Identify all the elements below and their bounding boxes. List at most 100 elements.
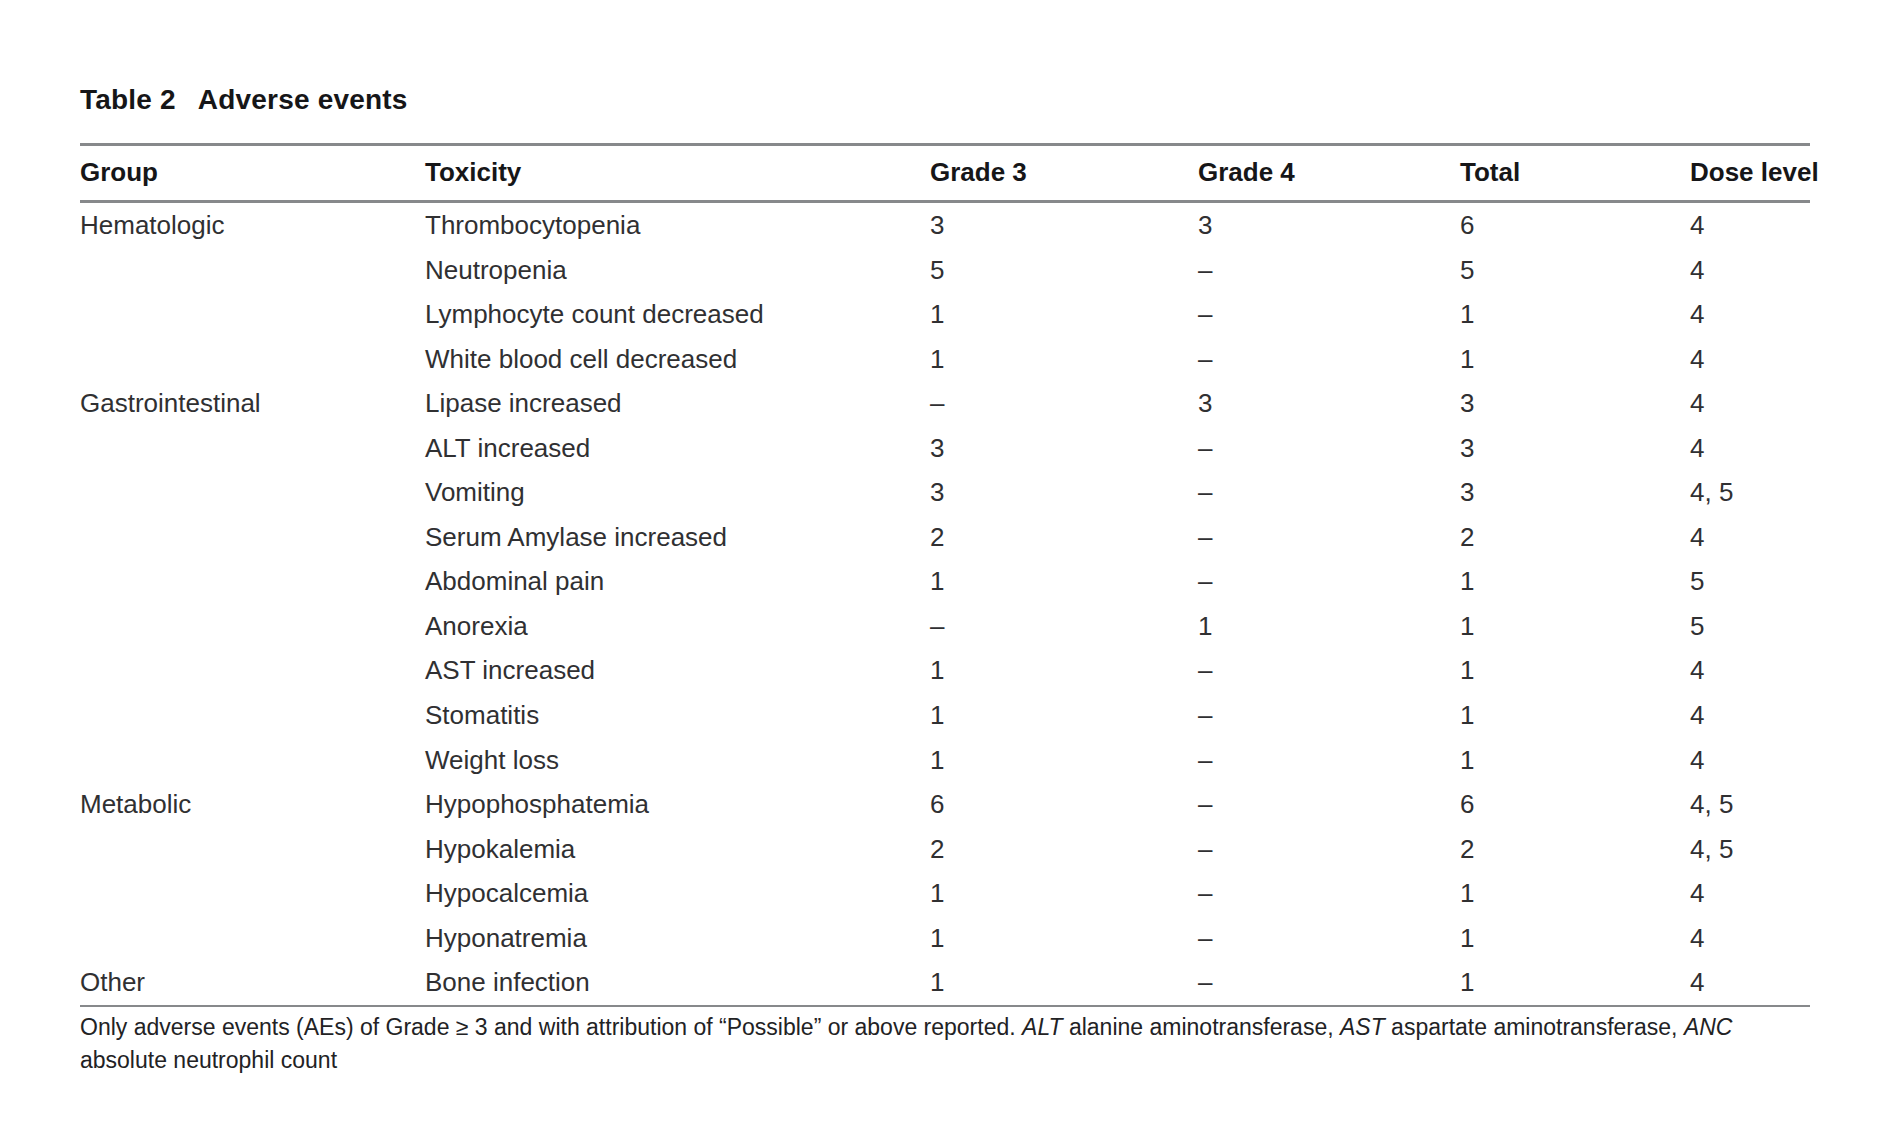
column-header-dose-level: Dose level xyxy=(1690,158,1810,187)
cell-dose-level: 4, 5 xyxy=(1690,827,1810,872)
cell-grade3: 3 xyxy=(930,426,1198,471)
cell-grade3: 1 xyxy=(930,648,1198,693)
cell-group xyxy=(80,827,425,872)
abbreviation-italic: ANC xyxy=(1684,1014,1733,1040)
cell-group xyxy=(80,515,425,560)
table-row: Anorexia – 1 1 5 xyxy=(80,604,1810,649)
table-row: Abdominal pain 1 – 1 5 xyxy=(80,559,1810,604)
column-header-total: Total xyxy=(1460,158,1690,187)
cell-grade4: – xyxy=(1198,960,1460,1005)
table-row: Hematologic Thrombocytopenia 3 3 6 4 xyxy=(80,203,1810,248)
cell-group xyxy=(80,693,425,738)
cell-grade4: – xyxy=(1198,871,1460,916)
cell-dose-level: 4 xyxy=(1690,337,1810,382)
cell-dose-level: 4, 5 xyxy=(1690,470,1810,515)
cell-grade4: – xyxy=(1198,470,1460,515)
cell-toxicity: Vomiting xyxy=(425,470,930,515)
cell-total: 1 xyxy=(1460,559,1690,604)
cell-group: Other xyxy=(80,960,425,1005)
cell-toxicity: Thrombocytopenia xyxy=(425,203,930,248)
cell-grade3: 3 xyxy=(930,470,1198,515)
cell-grade4: – xyxy=(1198,515,1460,560)
table-row: Hypokalemia 2 – 2 4, 5 xyxy=(80,827,1810,872)
footnote-text: aspartate aminotransferase, xyxy=(1385,1014,1684,1040)
table-row: Neutropenia 5 – 5 4 xyxy=(80,248,1810,293)
cell-grade4: – xyxy=(1198,782,1460,827)
cell-dose-level: 4 xyxy=(1690,648,1810,693)
cell-toxicity: Lipase increased xyxy=(425,381,930,426)
cell-grade3: 1 xyxy=(930,738,1198,783)
cell-group xyxy=(80,559,425,604)
cell-grade3: 1 xyxy=(930,960,1198,1005)
cell-group xyxy=(80,738,425,783)
cell-grade4: – xyxy=(1198,648,1460,693)
table-row: Hyponatremia 1 – 1 4 xyxy=(80,916,1810,961)
cell-grade4: – xyxy=(1198,738,1460,783)
table-row: Gastrointestinal Lipase increased – 3 3 … xyxy=(80,381,1810,426)
cell-total: 1 xyxy=(1460,337,1690,382)
cell-grade3: – xyxy=(930,604,1198,649)
cell-toxicity: Weight loss xyxy=(425,738,930,783)
cell-toxicity: Anorexia xyxy=(425,604,930,649)
cell-group xyxy=(80,871,425,916)
cell-grade4: – xyxy=(1198,337,1460,382)
cell-toxicity: White blood cell decreased xyxy=(425,337,930,382)
cell-toxicity: Stomatitis xyxy=(425,693,930,738)
cell-grade3: 2 xyxy=(930,515,1198,560)
cell-dose-level: 5 xyxy=(1690,604,1810,649)
cell-toxicity: Hypokalemia xyxy=(425,827,930,872)
table-row: White blood cell decreased 1 – 1 4 xyxy=(80,337,1810,382)
cell-toxicity: Lymphocyte count decreased xyxy=(425,292,930,337)
cell-grade3: 1 xyxy=(930,337,1198,382)
cell-total: 1 xyxy=(1460,916,1690,961)
cell-group: Hematologic xyxy=(80,203,425,248)
cell-grade3: 6 xyxy=(930,782,1198,827)
cell-grade4: – xyxy=(1198,559,1460,604)
cell-total: 6 xyxy=(1460,782,1690,827)
cell-group xyxy=(80,648,425,693)
cell-grade4: – xyxy=(1198,916,1460,961)
cell-total: 3 xyxy=(1460,381,1690,426)
cell-grade3: – xyxy=(930,381,1198,426)
cell-grade3: 1 xyxy=(930,292,1198,337)
cell-dose-level: 4 xyxy=(1690,871,1810,916)
cell-toxicity: AST increased xyxy=(425,648,930,693)
cell-dose-level: 4 xyxy=(1690,248,1810,293)
table-row: AST increased 1 – 1 4 xyxy=(80,648,1810,693)
cell-group xyxy=(80,248,425,293)
adverse-events-table: Group Toxicity Grade 3 Grade 4 Total Dos… xyxy=(80,143,1810,1007)
footnote-text: Only adverse events (AEs) of Grade ≥ 3 a… xyxy=(80,1014,1022,1040)
cell-total: 5 xyxy=(1460,248,1690,293)
cell-toxicity: Bone infection xyxy=(425,960,930,1005)
cell-group xyxy=(80,426,425,471)
cell-total: 1 xyxy=(1460,871,1690,916)
cell-dose-level: 4 xyxy=(1690,916,1810,961)
cell-grade3: 5 xyxy=(930,248,1198,293)
cell-dose-level: 4 xyxy=(1690,381,1810,426)
table-header-row: Group Toxicity Grade 3 Grade 4 Total Dos… xyxy=(80,143,1810,203)
cell-total: 1 xyxy=(1460,604,1690,649)
cell-grade3: 1 xyxy=(930,559,1198,604)
cell-grade4: – xyxy=(1198,292,1460,337)
cell-group xyxy=(80,470,425,515)
cell-group xyxy=(80,916,425,961)
table-row: Vomiting 3 – 3 4, 5 xyxy=(80,470,1810,515)
cell-dose-level: 5 xyxy=(1690,559,1810,604)
cell-total: 3 xyxy=(1460,426,1690,471)
cell-grade4: – xyxy=(1198,248,1460,293)
table-body: Hematologic Thrombocytopenia 3 3 6 4 Neu… xyxy=(80,203,1810,1007)
cell-toxicity: Hypophosphatemia xyxy=(425,782,930,827)
table-row: Other Bone infection 1 – 1 4 xyxy=(80,960,1810,1005)
table-row: Serum Amylase increased 2 – 2 4 xyxy=(80,515,1810,560)
cell-group xyxy=(80,337,425,382)
cell-dose-level: 4 xyxy=(1690,515,1810,560)
table-number: Table 2 xyxy=(80,84,176,115)
cell-dose-level: 4 xyxy=(1690,693,1810,738)
cell-dose-level: 4 xyxy=(1690,426,1810,471)
cell-grade3: 1 xyxy=(930,693,1198,738)
cell-total: 1 xyxy=(1460,292,1690,337)
cell-total: 3 xyxy=(1460,470,1690,515)
cell-grade3: 3 xyxy=(930,203,1198,248)
table-title: Table 2Adverse events xyxy=(80,84,408,116)
cell-total: 6 xyxy=(1460,203,1690,248)
